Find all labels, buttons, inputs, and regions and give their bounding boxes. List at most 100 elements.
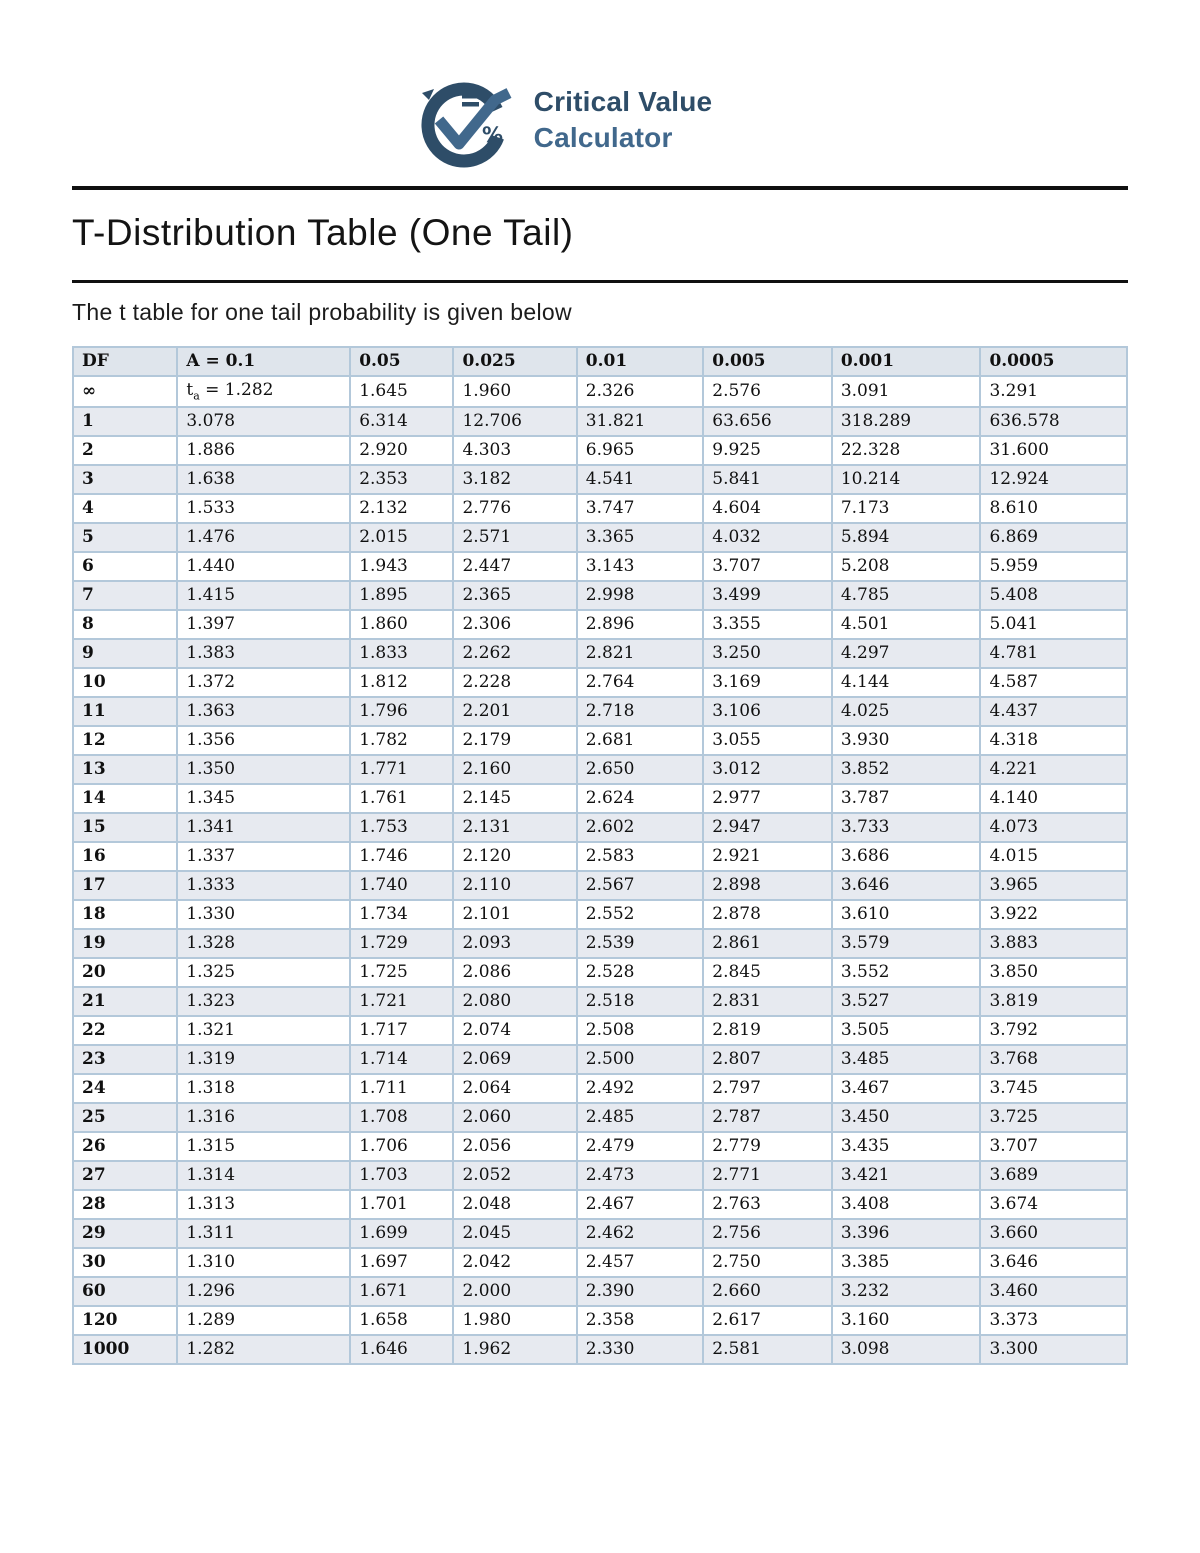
value-cell: 1.960 <box>452 374 578 409</box>
value-cell: 1.476 <box>176 522 352 554</box>
value-cell: 2.467 <box>575 1189 705 1221</box>
value-cell: 1.717 <box>349 1015 455 1047</box>
value-cell: 6.965 <box>575 435 705 467</box>
df-cell: 24 <box>71 1073 179 1105</box>
table-row: 16 1.337 1.746 2.120 2.583 2.921 3.686 4.015 <box>71 841 1128 873</box>
table-row: 1 3.078 6.314 12.706 31.821 63.656 318.289 636.… <box>71 406 1128 438</box>
top-divider <box>72 186 1128 190</box>
value-cell: 1.314 <box>176 1160 352 1192</box>
df-cell: 1 <box>71 406 179 438</box>
value-cell: 3.485 <box>830 1044 982 1076</box>
value-cell: 2.131 <box>452 812 578 844</box>
value-cell: 2.819 <box>702 1015 833 1047</box>
value-cell: 1.315 <box>176 1131 352 1163</box>
df-cell: 29 <box>71 1218 179 1250</box>
value-cell: 1.415 <box>176 580 352 612</box>
value-cell: 3.819 <box>979 986 1128 1018</box>
logo-title-line1: Critical Value <box>533 86 713 118</box>
df-cell: 22 <box>71 1015 179 1047</box>
value-cell: 2.390 <box>575 1276 705 1308</box>
value-cell: 1.706 <box>349 1131 455 1163</box>
value-cell: 2.000 <box>452 1276 578 1308</box>
value-cell: 31.821 <box>575 406 705 438</box>
value-cell: 2.069 <box>452 1044 578 1076</box>
value-cell: 3.552 <box>830 957 982 989</box>
value-cell: 2.898 <box>702 870 833 902</box>
value-cell: 4.032 <box>702 522 833 554</box>
value-cell: 2.201 <box>452 696 578 728</box>
value-cell: 3.725 <box>979 1102 1128 1134</box>
checkmark-c-logo-icon: % <box>421 82 512 168</box>
value-cell: 1.440 <box>176 551 352 583</box>
value-cell: 63.656 <box>702 406 833 438</box>
value-cell: 2.896 <box>575 609 705 641</box>
value-cell: 2.508 <box>575 1015 705 1047</box>
value-cell: 2.797 <box>702 1073 833 1105</box>
df-cell: 26 <box>71 1131 179 1163</box>
value-cell: 636.578 <box>979 406 1128 438</box>
value-cell: 4.437 <box>979 696 1128 728</box>
value-cell: 2.518 <box>575 986 705 1018</box>
column-header-7: 0.0005 <box>979 346 1128 377</box>
site-logo: % Critical Value Calculator <box>414 68 713 172</box>
value-cell: 1.310 <box>176 1247 352 1279</box>
value-cell: 2.500 <box>575 1044 705 1076</box>
value-cell: 2.831 <box>702 986 833 1018</box>
value-cell: 3.660 <box>979 1218 1128 1250</box>
value-cell: 2.462 <box>575 1218 705 1250</box>
table-body: ∞ ta = 1.282 1.645 1.960 2.326 2.576 3.091 3.29… <box>71 374 1128 1366</box>
value-cell: 2.064 <box>452 1073 578 1105</box>
value-cell: 10.214 <box>830 464 982 496</box>
value-cell: 2.447 <box>452 551 578 583</box>
value-cell: 3.460 <box>979 1276 1128 1308</box>
title-divider <box>72 280 1128 283</box>
value-cell: 1.860 <box>349 609 455 641</box>
value-cell: 1.734 <box>349 899 455 931</box>
table-row: 20 1.325 1.725 2.086 2.528 2.845 3.552 3.850 <box>71 957 1128 989</box>
value-cell: 4.303 <box>452 435 578 467</box>
value-cell: 3.733 <box>830 812 982 844</box>
table-row: 2 1.886 2.920 4.303 6.965 9.925 22.328 31.600 <box>71 435 1128 467</box>
df-cell: 23 <box>71 1044 179 1076</box>
value-cell: 1.725 <box>349 957 455 989</box>
table-row: 17 1.333 1.740 2.110 2.567 2.898 3.646 3.965 <box>71 870 1128 902</box>
value-cell: 2.365 <box>452 580 578 612</box>
value-cell: 2.074 <box>452 1015 578 1047</box>
value-cell: 2.042 <box>452 1247 578 1279</box>
value-cell: 2.048 <box>452 1189 578 1221</box>
value-cell: 1.296 <box>176 1276 352 1308</box>
df-cell: 60 <box>71 1276 179 1308</box>
df-cell: ∞ <box>71 374 179 409</box>
value-cell: 2.093 <box>452 928 578 960</box>
value-cell: 2.845 <box>702 957 833 989</box>
value-cell: 2.750 <box>702 1247 833 1279</box>
value-cell: 4.781 <box>979 638 1128 670</box>
value-cell: 2.921 <box>702 841 833 873</box>
value-cell: 12.706 <box>452 406 578 438</box>
table-row: 7 1.415 1.895 2.365 2.998 3.499 4.785 5.408 <box>71 580 1128 612</box>
column-header-3: 0.025 <box>452 346 578 377</box>
value-cell: 2.821 <box>575 638 705 670</box>
value-cell: 4.785 <box>830 580 982 612</box>
value-cell: 1.796 <box>349 696 455 728</box>
df-cell: 6 <box>71 551 179 583</box>
df-cell: 4 <box>71 493 179 525</box>
table-row: 22 1.321 1.717 2.074 2.508 2.819 3.505 3.792 <box>71 1015 1128 1047</box>
svg-text:%: % <box>482 123 503 147</box>
value-cell: 1.714 <box>349 1044 455 1076</box>
table-row: ∞ ta = 1.282 1.645 1.960 2.326 2.576 3.091 3.29… <box>71 374 1128 409</box>
value-cell: 3.505 <box>830 1015 982 1047</box>
value-cell: 1.943 <box>349 551 455 583</box>
table-row: 1000 1.282 1.646 1.962 2.330 2.581 3.098 3.300 <box>71 1334 1128 1366</box>
value-cell: 3.106 <box>702 696 833 728</box>
value-cell: 1.746 <box>349 841 455 873</box>
value-cell: 12.924 <box>979 464 1128 496</box>
value-cell: 2.052 <box>452 1160 578 1192</box>
table-row: 5 1.476 2.015 2.571 3.365 4.032 5.894 6.869 <box>71 522 1128 554</box>
value-cell: 2.602 <box>575 812 705 844</box>
df-cell: 8 <box>71 609 179 641</box>
value-cell: 3.450 <box>830 1102 982 1134</box>
df-cell: 10 <box>71 667 179 699</box>
table-row: 24 1.318 1.711 2.064 2.492 2.797 3.467 3.745 <box>71 1073 1128 1105</box>
table-row: 8 1.397 1.860 2.306 2.896 3.355 4.501 5.041 <box>71 609 1128 641</box>
